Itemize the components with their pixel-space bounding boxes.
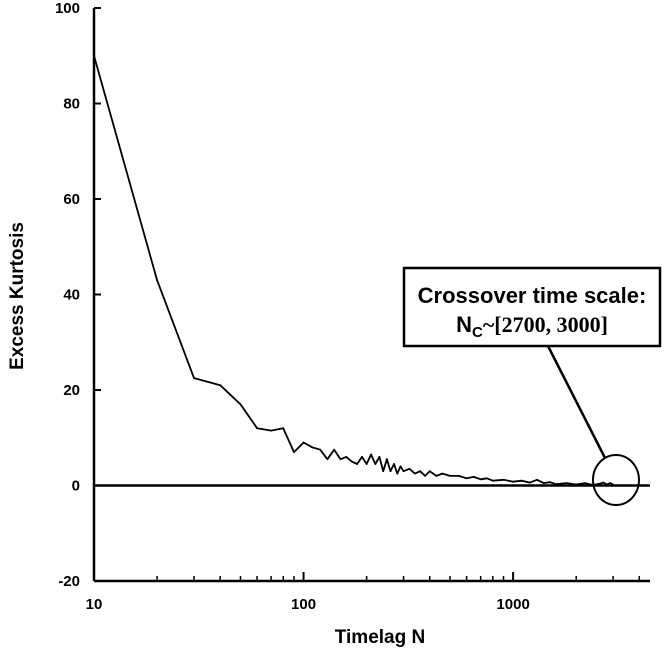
data-point [374,463,377,465]
y-tick-label-40: 40 [63,287,80,304]
crossover-circle [592,454,640,506]
data-point [399,465,402,468]
data-point [350,460,353,463]
data-point [528,481,531,484]
data-point [302,441,305,444]
data-point [219,384,222,387]
data-point [605,483,608,486]
data-point [520,479,523,482]
data-point [414,472,416,475]
data-point [435,475,438,477]
data-point [339,458,342,461]
data-point [378,456,381,458]
data-point [326,458,329,461]
data-point [575,483,578,486]
data-point [441,472,444,475]
annotation-box [402,266,662,348]
data-point [428,470,431,473]
y-tick-label-20: 20 [63,382,80,399]
data-point [542,482,545,484]
data-point [370,453,372,456]
y-axis-label: Excess Kurtosis [7,222,28,370]
data-point [602,481,605,484]
data-point [449,475,451,477]
data-point [393,463,395,465]
data-point [612,483,614,486]
data-point [536,478,538,481]
annotation-line-2: NC~[2700, 3000] [456,312,608,341]
data-point [549,481,551,484]
y-tick-label--20: -20 [58,573,80,590]
data-point [319,448,322,451]
data-point [565,482,568,484]
data-point [396,472,399,475]
annotation-subscript: C [472,324,483,341]
x-tick-label-10: 10 [86,596,103,613]
data-point [93,54,95,57]
data-point [609,482,611,484]
marks-group [93,54,650,487]
data-point [382,470,385,473]
annotation-line-1: Crossover time scale: [418,283,647,308]
x-tick-label-1000: 1000 [496,596,529,613]
data-point [333,448,336,451]
y-tick-label-0: 0 [72,478,80,495]
data-point [270,429,272,432]
y-tick-label-60: 60 [63,191,80,208]
data-point [512,480,514,483]
data-point [491,479,494,482]
data-point [256,427,258,430]
data-point [356,463,358,465]
data-point [345,456,348,458]
data-point [193,377,195,379]
data-point [502,478,505,481]
crossover-annotation: Crossover time scale: NC~[2700, 3000] [402,266,662,506]
annotation-range: ~[2700, 3000] [483,312,608,337]
data-point [599,482,601,485]
data-point [156,279,159,282]
data-point [386,458,388,461]
data-point [465,477,468,480]
data-point [365,463,368,465]
data-point [486,477,488,480]
data-point [311,446,314,449]
data-point [584,482,586,484]
data-point [419,470,421,473]
data-point [402,470,405,473]
data-point [293,451,295,453]
y-tick-label-100: 100 [55,0,80,17]
x-tick-label-100: 100 [291,596,316,613]
data-point [408,467,411,470]
data-point [424,475,426,477]
x-axis-label: Timelag N [335,627,425,648]
data-point [473,476,475,478]
data-point [282,427,285,430]
data-point [239,403,242,406]
annotation-n: N [456,312,472,337]
data-point [361,456,363,458]
annotation-pointer [546,345,607,459]
data-point [389,470,392,473]
ticks-group: -20 0 20 40 60 80 100 10 100 1000 [55,0,641,613]
data-point [555,483,557,485]
data-point [457,475,460,477]
y-tick-label-80: 80 [63,96,80,113]
data-point [479,478,482,481]
